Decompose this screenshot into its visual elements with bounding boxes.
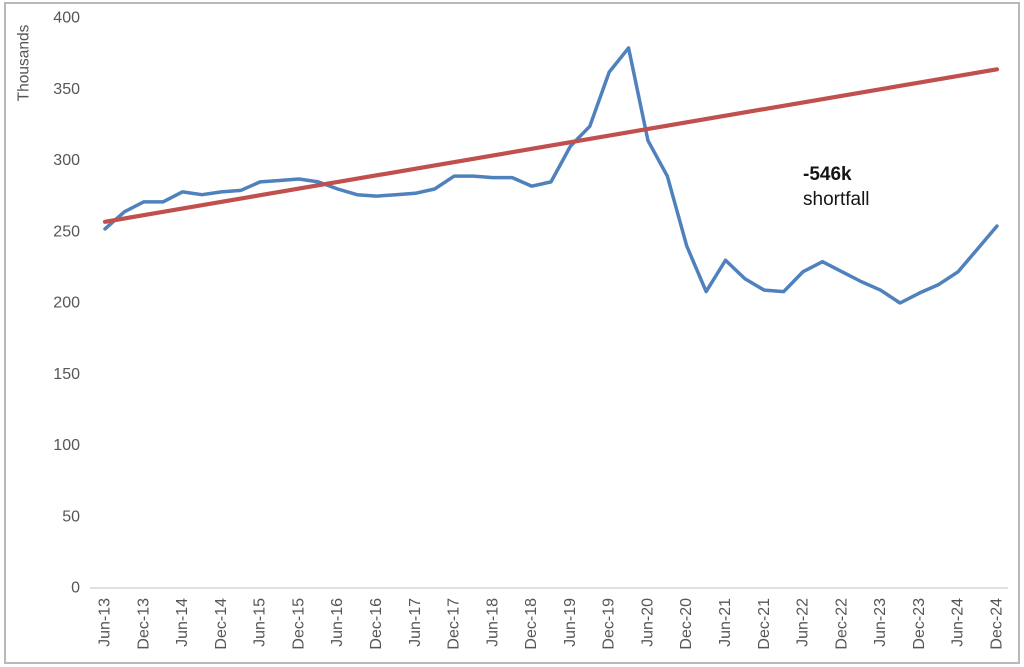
y-tick-label: 250: [53, 223, 80, 240]
x-tick-label: Jun-18: [484, 598, 501, 647]
x-tick-label: Jun-24: [950, 598, 967, 647]
x-tick-label: Dec-22: [833, 598, 850, 650]
x-tick-label: Dec-16: [368, 598, 385, 650]
y-tick-label: 350: [53, 81, 80, 98]
x-tick-label: Jun-13: [97, 598, 114, 647]
shortfall-label: shortfall: [803, 189, 870, 210]
x-tick-label: Dec-24: [989, 598, 1006, 650]
x-tick-label: Jun-14: [174, 598, 191, 647]
x-tick-label: Jun-16: [329, 598, 346, 647]
x-tick-label: Jun-21: [717, 598, 734, 647]
x-tick-label: Dec-13: [135, 598, 152, 650]
x-tick-label: Jun-15: [252, 598, 269, 647]
x-tick-label: Dec-20: [678, 598, 695, 650]
x-tick-label: Dec-14: [213, 598, 230, 650]
x-tick-label: Jun-22: [795, 598, 812, 647]
x-tick-label: Dec-21: [756, 598, 773, 650]
x-tick-label: Dec-19: [601, 598, 618, 650]
y-tick-label: 0: [71, 580, 80, 597]
x-tick-label: Dec-18: [523, 598, 540, 650]
actual-series-line: [103, 46, 999, 305]
shortfall-value: -546k: [803, 164, 852, 185]
x-tick-label: Jun-17: [407, 598, 424, 647]
y-tick-label: 50: [62, 508, 80, 525]
y-axis-title: Thousands: [16, 24, 33, 101]
y-tick-label: 400: [53, 10, 80, 27]
x-tick-label: Jun-19: [562, 598, 579, 647]
x-tick-label: Dec-15: [290, 598, 307, 650]
trend-line: [102, 67, 1000, 224]
x-tick-label: Jun-23: [872, 598, 889, 647]
x-tick-label: Dec-17: [446, 598, 463, 650]
y-tick-label: 150: [53, 366, 80, 383]
x-tick-label: Jun-20: [639, 598, 656, 647]
x-tick-label: Dec-23: [911, 598, 928, 650]
shortfall-annotation: -546k shortfall: [803, 162, 870, 212]
y-tick-label: 300: [53, 152, 80, 169]
y-tick-label: 100: [53, 437, 80, 454]
y-tick-label: 200: [53, 295, 80, 312]
